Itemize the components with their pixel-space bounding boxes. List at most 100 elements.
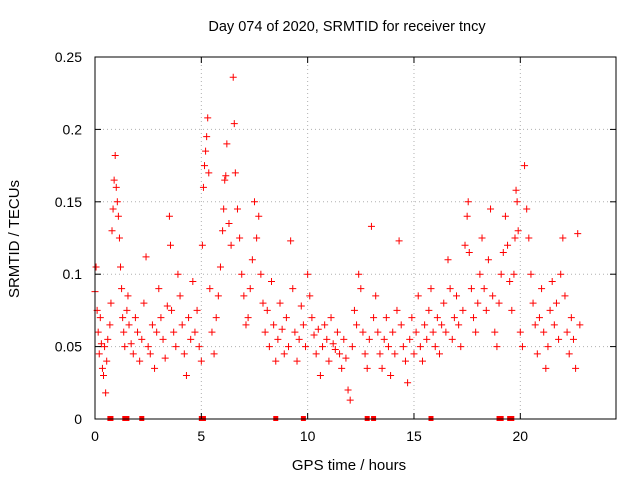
data-point <box>92 263 100 271</box>
data-point <box>113 198 121 206</box>
data-point <box>540 328 548 336</box>
data-point <box>219 227 227 235</box>
data-point <box>170 328 178 336</box>
data-point <box>208 328 216 336</box>
data-point <box>274 335 282 343</box>
data-point <box>191 328 199 336</box>
data-point <box>244 314 252 322</box>
data-point <box>467 285 475 293</box>
data-point <box>429 328 437 336</box>
data-point <box>380 335 388 343</box>
x-tick-labels: 0 5 10 15 20 <box>91 428 528 444</box>
data-point <box>197 357 205 365</box>
data-point <box>233 205 241 213</box>
data-point <box>423 335 431 343</box>
data-point <box>240 292 248 300</box>
data-point <box>523 205 531 213</box>
data-point <box>100 372 108 380</box>
data-point <box>333 328 341 336</box>
data-point <box>129 350 137 358</box>
data-point <box>559 234 567 242</box>
data-point <box>102 389 110 397</box>
data-point <box>453 292 461 300</box>
data-point <box>416 343 424 351</box>
data-point <box>176 292 184 300</box>
data-point <box>319 343 327 351</box>
data-point <box>513 198 521 206</box>
data-point <box>406 335 414 343</box>
data-point <box>127 340 135 348</box>
data-point <box>259 299 267 307</box>
data-point <box>550 321 558 329</box>
data-point <box>291 328 299 336</box>
data-point <box>125 321 133 329</box>
data-point <box>529 299 537 307</box>
data-point <box>104 335 112 343</box>
data-point <box>189 277 197 285</box>
data-point <box>340 335 348 343</box>
data-point <box>484 256 492 264</box>
data-point <box>310 331 318 339</box>
grid-lines <box>95 57 616 419</box>
data-point <box>174 270 182 278</box>
data-point <box>408 314 416 322</box>
data-point <box>464 198 472 206</box>
y-tick-labels: 0 0.05 0.1 0.15 0.2 0.25 <box>55 49 82 427</box>
data-point <box>552 299 560 307</box>
data-point <box>450 314 458 322</box>
x-axis-label: GPS time / hours <box>292 457 406 474</box>
data-point <box>178 321 186 329</box>
data-point <box>508 306 516 314</box>
data-point <box>265 343 273 351</box>
data-point <box>444 256 452 264</box>
data-point <box>297 302 305 310</box>
data-point <box>231 169 239 177</box>
data-point <box>344 386 352 394</box>
data-point <box>563 328 571 336</box>
data-point <box>357 285 365 293</box>
data-point <box>336 350 344 358</box>
data-point <box>198 241 206 249</box>
data-point <box>168 306 176 314</box>
data-point <box>440 299 448 307</box>
data-point <box>397 321 405 329</box>
data-point <box>216 263 224 271</box>
data-point <box>363 364 371 372</box>
data-point <box>497 270 505 278</box>
data-point <box>146 350 154 358</box>
x-tick-label: 0 <box>91 428 99 444</box>
data-point <box>111 151 119 159</box>
data-point <box>365 335 373 343</box>
data-point <box>202 147 210 155</box>
data-point <box>478 234 486 242</box>
data-point <box>569 335 577 343</box>
data-point <box>144 343 152 351</box>
data-point <box>120 328 128 336</box>
data-point <box>525 234 533 242</box>
data-point <box>516 328 524 336</box>
data-point <box>499 248 507 256</box>
data-point <box>101 343 109 351</box>
data-point <box>465 248 473 256</box>
data-point <box>96 314 104 322</box>
data-point <box>304 270 312 278</box>
data-points <box>91 73 584 404</box>
data-point <box>572 364 580 372</box>
data-point <box>361 350 369 358</box>
data-point <box>446 285 454 293</box>
data-point <box>220 205 228 213</box>
data-point <box>321 321 329 329</box>
data-point <box>261 328 269 336</box>
data-point <box>472 328 480 336</box>
y-axis-label: SRMTID / TECUs <box>6 180 23 298</box>
data-point <box>248 256 256 264</box>
data-point <box>285 343 293 351</box>
data-point <box>459 306 467 314</box>
data-point <box>119 314 127 322</box>
data-point <box>124 292 132 300</box>
data-point <box>457 343 465 351</box>
y-tick-label: 0 <box>74 411 82 427</box>
data-point <box>544 343 552 351</box>
data-point <box>565 350 573 358</box>
